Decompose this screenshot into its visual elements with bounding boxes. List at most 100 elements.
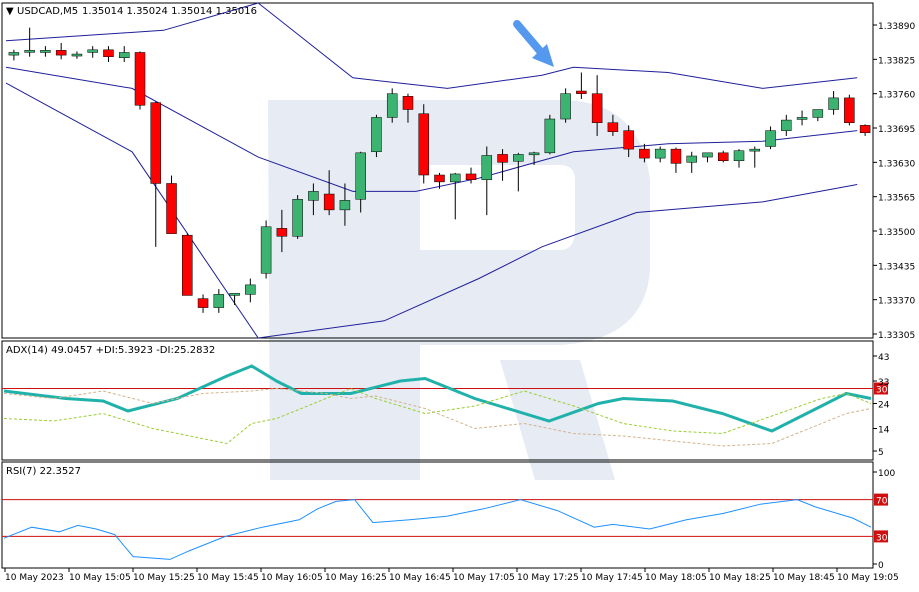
price-tick-label: 1.33435 [878,262,915,272]
bear-candle [465,173,477,181]
symbol-label: USDCAD,M5 [17,6,78,17]
indicator-tick-label: 43 [878,353,889,363]
time-tick-label: 10 May 17:45 [581,573,643,583]
rsi-line [3,499,872,560]
time-tick-label: 10 May 16:45 [389,573,451,583]
price-tick-label: 1.33565 [878,194,915,204]
bear-candle [434,174,445,183]
time-tick-label: 10 May 17:05 [453,573,515,583]
bear-candle [402,96,414,110]
indicator-tick-label: 5 [878,448,884,458]
bull-candle [371,117,382,153]
time-tick-label: 10 May 15:05 [69,573,131,583]
bear-candle [418,113,429,176]
bear-candle [717,152,729,161]
bear-candle [670,148,682,164]
bear-candle [197,298,209,308]
indicator-tick-label: 24 [878,401,890,411]
bull-candle [702,152,713,158]
bull-candle [528,152,540,156]
bull-candle [308,191,319,201]
bull-candle [71,53,83,57]
bull-candle [386,93,398,118]
bear-candle [150,102,162,184]
indicator-tick-label: 14 [878,426,890,436]
bull-candle [229,293,240,296]
di-line [3,387,872,447]
time-tick-label: 10 May 18:05 [645,573,707,583]
bull-candle [339,200,351,211]
price-tick-label: 1.33500 [878,228,915,238]
price-tick-label: 1.33305 [878,331,915,341]
adx-panel-frame [1,340,874,461]
time-tick-label: 10 May 16:25 [325,573,387,583]
bull-candle [828,97,839,110]
upper-band-line [5,2,858,89]
time-tick-label: 10 May 18:25 [709,573,771,583]
bear-candle [55,50,67,56]
price-tick-label: 1.33825 [878,56,915,66]
level-marker [874,530,888,543]
main-panel-frame [1,2,874,339]
indicator-tick-label: 0 [878,561,884,571]
bear-candle [166,183,177,234]
bull-candle [481,155,493,181]
middle-band-line [5,66,858,192]
bull-candle [654,148,666,159]
bull-candle [245,284,256,295]
adx-line [3,364,872,433]
bull-candle [450,173,461,183]
bull-candle [24,50,35,53]
bull-candle [40,50,51,53]
bear-candle [182,234,193,296]
symbol-caret-icon[interactable]: ▼ [6,6,14,17]
bear-candle [591,93,603,123]
bull-candle [118,52,130,58]
bull-candle [260,226,272,274]
indicator-tick-label: 33 [878,378,889,388]
rsi-panel-frame [1,461,874,569]
bull-candle [686,155,697,163]
bull-candle [292,199,303,237]
bear-candle [323,193,335,211]
bear-candle [844,97,855,123]
bull-candle [765,130,776,147]
level-label: 30 [876,533,888,543]
bear-candle [103,49,114,57]
bear-candle [576,90,587,94]
bear-candle [859,125,871,134]
price-tick-label: 1.33890 [878,22,915,32]
bull-candle [544,118,556,154]
level-marker [874,493,888,506]
bull-candle [560,93,571,120]
time-tick-label: 10 May 2023 [5,573,64,583]
time-tick-label: 10 May 15:25 [133,573,195,583]
bull-candle [213,294,225,308]
level-marker [874,382,888,395]
bull-candle [749,148,761,152]
indicator-tick-label: 100 [878,469,895,479]
bear-candle [607,122,619,132]
bull-candle [812,109,824,118]
bull-candle [733,150,745,161]
bull-candle [87,49,98,53]
arrow-annotation-icon [513,20,554,67]
time-tick-label: 10 May 15:45 [197,573,259,583]
bear-candle [134,52,146,106]
price-tick-label: 1.33695 [878,125,915,135]
price-tick-label: 1.33630 [878,159,915,169]
bear-candle [639,148,650,159]
bull-candle [781,119,792,131]
bull-candle [355,152,366,200]
price-tick-label: 1.33370 [878,297,915,307]
ohlc-label: 1.35014 1.35024 1.35014 1.35016 [82,6,257,17]
adx-title: ADX(14) 49.0457 +DI:5.3923 -DI:25.2832 [6,345,215,356]
bear-candle [497,154,508,163]
bull-candle [796,117,808,120]
watermark-logo [268,100,650,480]
bull-candle [513,154,524,162]
di-line [3,387,872,445]
time-tick-label: 10 May 18:45 [773,573,835,583]
